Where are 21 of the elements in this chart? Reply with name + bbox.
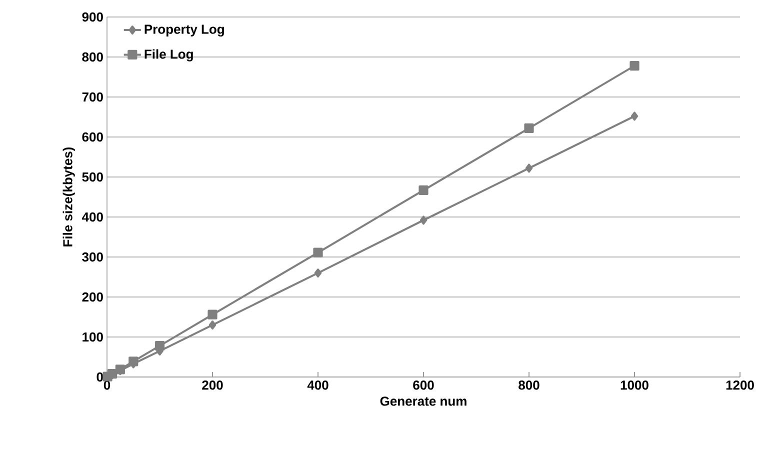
x-tick-label: 800: [518, 380, 540, 390]
y-tick-label: 800: [82, 52, 103, 62]
y-tick-label: 500: [82, 172, 103, 182]
y-tick-label: 900: [82, 12, 103, 22]
x-tick-label: 1200: [726, 380, 754, 390]
x-tick-label: 200: [202, 380, 223, 390]
y-tick-label: 400: [82, 212, 103, 222]
y-tick-label: 700: [82, 92, 103, 102]
legend-label: File Log: [144, 49, 193, 62]
x-tick-label: 1000: [620, 380, 648, 390]
y-tick-label: 300: [82, 252, 103, 262]
y-tick-label: 600: [82, 132, 103, 142]
x-tick-label: 0: [104, 380, 110, 390]
y-tick-label: 0: [96, 372, 103, 382]
y-tick-label: 100: [82, 332, 103, 342]
x-tick-label: 600: [413, 380, 434, 390]
legend-label: Property Log: [144, 24, 224, 37]
y-tick-label: 200: [82, 292, 103, 302]
x-axis-title: Generate num: [380, 396, 466, 406]
y-axis-title: File size(kbytes): [62, 147, 75, 246]
x-tick-label: 400: [307, 380, 328, 390]
